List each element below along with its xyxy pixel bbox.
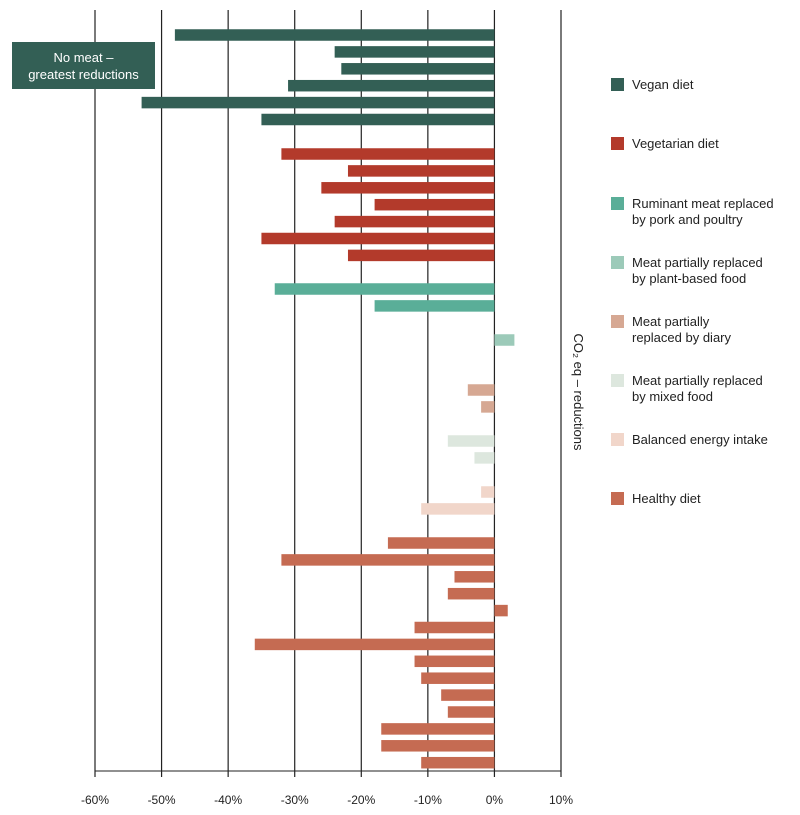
- legend-label: Meat partially replaced by diary: [632, 314, 731, 345]
- legend-item: Balanced energy intake: [611, 432, 768, 448]
- legend-label: Healthy diet: [632, 491, 701, 506]
- bar: [281, 554, 495, 566]
- annotation-line-2: greatest reductions: [28, 66, 139, 82]
- bar: [321, 182, 495, 194]
- legend-label: Ruminant meat replaced by pork and poult…: [632, 196, 774, 227]
- legend-swatch: [611, 256, 624, 269]
- bar: [494, 334, 515, 346]
- bar: [387, 537, 495, 549]
- legend-item: Ruminant meat replaced by pork and poult…: [611, 196, 774, 228]
- bar: [334, 215, 495, 228]
- bar: [288, 79, 495, 92]
- x-tick-label: -20%: [347, 793, 375, 807]
- legend-swatch: [611, 492, 624, 505]
- bar: [347, 249, 495, 262]
- x-tick-labels: -60% -50% -40% -30% -20% -10% 0% 10%: [81, 793, 573, 807]
- bar: [414, 655, 495, 668]
- bar: [454, 571, 495, 583]
- bars: [141, 29, 515, 769]
- bar: [447, 435, 495, 447]
- legend-label: Balanced energy intake: [632, 432, 768, 447]
- bar: [141, 96, 495, 109]
- annotation-line-1: No meat –: [53, 49, 114, 65]
- x-tick-label: -30%: [281, 793, 309, 807]
- legend-item: Vegan diet: [611, 77, 693, 93]
- bar: [421, 503, 495, 515]
- bar: [334, 46, 495, 58]
- x-tick-label: 0%: [486, 793, 504, 807]
- annotation-no-meat: No meat – greatest reductions: [12, 42, 155, 89]
- x-tick-label: -60%: [81, 793, 109, 807]
- legend-swatch: [611, 433, 624, 446]
- legend-swatch: [611, 78, 624, 91]
- bar: [481, 401, 495, 413]
- bar: [474, 452, 495, 464]
- bar: [441, 689, 495, 701]
- legend-label: Meat partially replaced by plant-based f…: [632, 255, 763, 286]
- bar: [347, 165, 495, 177]
- legend-item: Vegetarian diet: [611, 136, 719, 152]
- legend-label: Vegetarian diet: [632, 136, 719, 151]
- bar: [481, 486, 495, 498]
- bar: [447, 706, 495, 718]
- legend-item: Healthy diet: [611, 491, 701, 507]
- legend-item: Meat partially replaced by mixed food: [611, 373, 763, 405]
- bar: [381, 723, 495, 735]
- y-axis-label: CO₂ eq – reductions: [571, 333, 586, 451]
- legend-swatch: [611, 374, 624, 387]
- bar: [421, 672, 495, 684]
- bar: [174, 29, 495, 41]
- gridlines: [94, 10, 562, 777]
- bar: [341, 63, 495, 75]
- x-tick-label: 10%: [549, 793, 573, 807]
- legend-label: Vegan diet: [632, 77, 694, 92]
- bar: [281, 148, 495, 160]
- bar: [374, 300, 495, 312]
- legend-swatch: [611, 137, 624, 150]
- legend-swatch: [611, 197, 624, 210]
- legend-item: Meat partially replaced by diary: [611, 314, 731, 346]
- bar: [274, 283, 495, 295]
- bar: [447, 587, 495, 600]
- x-tick-label: -40%: [214, 793, 242, 807]
- bar: [421, 756, 495, 769]
- bar: [261, 232, 495, 245]
- bar: [381, 740, 495, 752]
- legend-label: Meat partially replaced by mixed food: [632, 373, 763, 404]
- x-tick-label: -50%: [148, 793, 176, 807]
- legend-item: Meat partially replaced by plant-based f…: [611, 255, 763, 287]
- x-tick-label: -10%: [414, 793, 442, 807]
- bar: [467, 384, 495, 396]
- bar: [414, 621, 495, 634]
- bar: [254, 638, 495, 651]
- bar: [374, 198, 495, 211]
- bar: [261, 113, 495, 126]
- legend-swatch: [611, 315, 624, 328]
- bar: [494, 604, 508, 617]
